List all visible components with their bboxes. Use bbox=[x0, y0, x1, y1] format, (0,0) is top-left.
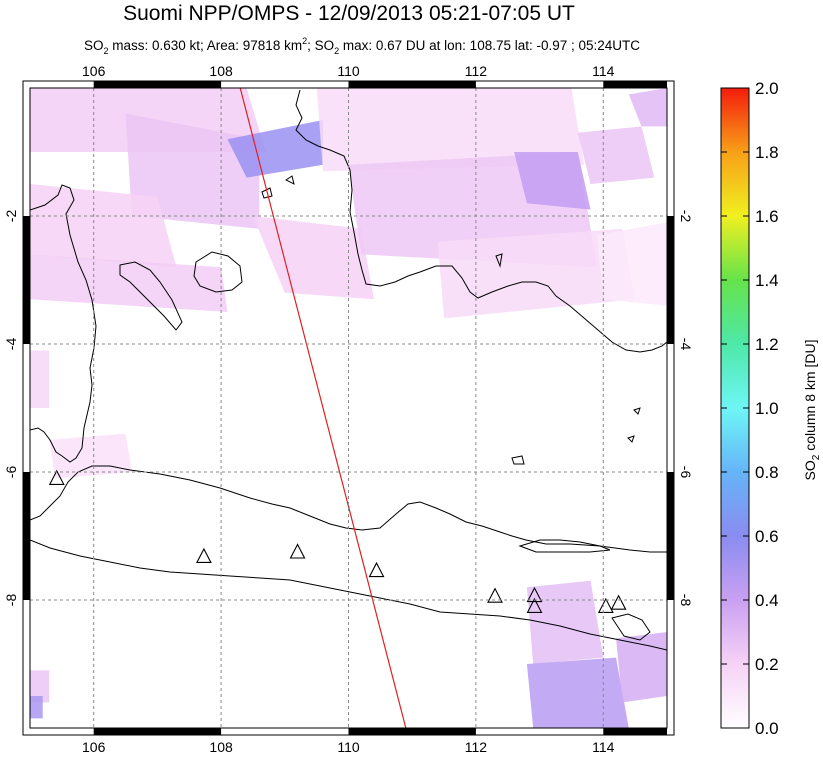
lat-tick-label-right: -2 bbox=[678, 210, 694, 223]
volcano-icon bbox=[597, 597, 614, 613]
colorbar-tick-label: 0.0 bbox=[755, 719, 779, 738]
lon-tick-label-bottom: 114 bbox=[592, 739, 615, 755]
volcano-icon bbox=[195, 547, 212, 564]
belitung-coastline bbox=[193, 251, 243, 293]
chart-subtitle: SO2 mass: 0.630 kt; Area: 97818 km2; SO2… bbox=[84, 36, 640, 56]
karimata-islands bbox=[261, 175, 295, 199]
colorbar-tick-label: 0.8 bbox=[755, 463, 779, 482]
bangka-coastline bbox=[119, 261, 183, 331]
java-coastline bbox=[30, 465, 667, 553]
volcano-icon bbox=[487, 587, 503, 603]
graticule bbox=[30, 88, 667, 728]
so2-pixel bbox=[30, 670, 50, 703]
colorbar-tick-label: 2.0 bbox=[755, 79, 779, 98]
frame-segment-left bbox=[23, 216, 30, 344]
frame-segment-bottom bbox=[93, 728, 222, 735]
lon-tick-label-top: 112 bbox=[465, 63, 488, 79]
lat-tick-label-right: -4 bbox=[678, 338, 694, 351]
colorbar-tick-label: 0.2 bbox=[755, 655, 779, 674]
colorbar-tick-label: 1.4 bbox=[755, 271, 779, 290]
colorbar-tick-label: 0.4 bbox=[755, 591, 779, 610]
frame-segment-left bbox=[23, 472, 30, 600]
chart-title: Suomi NPP/OMPS - 12/09/2013 05:21-07:05 … bbox=[123, 2, 575, 25]
frame-segment-bottom bbox=[603, 728, 667, 735]
colorbar-label-part: column 8 km [DU] bbox=[802, 340, 818, 455]
so2-pixel bbox=[30, 254, 228, 312]
so2-pixel bbox=[616, 632, 667, 703]
frame-segment-bottom bbox=[348, 728, 476, 735]
subtitle-subscript: 2 bbox=[334, 46, 339, 56]
lat-tick-label-right: -8 bbox=[678, 594, 694, 607]
so2-pixel bbox=[437, 228, 636, 319]
subtitle-part: mass: 0.630 kt; Area: 97818 km bbox=[108, 38, 302, 53]
coastlines bbox=[30, 89, 667, 651]
lat-tick-label-left: -2 bbox=[3, 210, 19, 223]
volcano-icon bbox=[48, 469, 65, 485]
java-south-coastline bbox=[30, 539, 667, 651]
lon-tick-label-top: 114 bbox=[592, 63, 615, 79]
lon-tick-label-top: 106 bbox=[82, 63, 106, 79]
colorbar-tick-label: 1.2 bbox=[755, 335, 779, 354]
colorbar-label-subscript: 2 bbox=[811, 454, 822, 460]
lon-tick-label-top: 108 bbox=[209, 63, 233, 79]
frame-segment-top bbox=[93, 81, 222, 88]
volcano-icon bbox=[526, 586, 543, 603]
small-islands bbox=[495, 253, 641, 465]
frame-segment-right bbox=[667, 472, 674, 600]
bali-coastline bbox=[611, 613, 651, 641]
so2-pixel bbox=[49, 433, 132, 479]
so2-pixel bbox=[125, 113, 260, 229]
frame-segment-right bbox=[667, 216, 674, 344]
volcano-icon bbox=[368, 561, 385, 578]
lon-tick-label-bottom: 112 bbox=[465, 739, 488, 755]
volcano-icon bbox=[289, 543, 306, 559]
subtitle-part: max: 0.67 DU at lon: 108.75 lat: -0.97 ;… bbox=[339, 38, 640, 53]
satellite-orbit-track bbox=[239, 88, 407, 728]
axis-tick-labels: 106 106 108 108 110 110 112 112 114 114 -2 -4 -6 -8 -2… bbox=[3, 63, 694, 755]
subtitle-part: ; SO bbox=[307, 38, 334, 53]
lat-tick-label-left: -4 bbox=[3, 338, 19, 351]
volcano-icon bbox=[526, 597, 543, 613]
so2-pixel bbox=[30, 350, 50, 408]
so2-pixel bbox=[227, 120, 323, 178]
lat-tick-label-right: -6 bbox=[678, 466, 694, 479]
lat-tick-label-left: -8 bbox=[3, 594, 19, 607]
frame-segment-top bbox=[348, 81, 476, 88]
subtitle-subscript: 2 bbox=[103, 46, 108, 56]
frame-segment-top bbox=[603, 81, 667, 88]
lon-tick-label-bottom: 108 bbox=[209, 739, 233, 755]
lat-tick-label-left: -6 bbox=[3, 466, 19, 479]
so2-pixel bbox=[596, 222, 667, 306]
colorbar-tick-label: 1.6 bbox=[755, 207, 779, 226]
madura-coastline bbox=[518, 539, 611, 553]
colorbar-label-part: SO bbox=[802, 460, 818, 480]
volcano-markers bbox=[48, 469, 627, 613]
borneo-coastline bbox=[295, 89, 667, 353]
so2-pixel bbox=[316, 88, 585, 172]
colorbar-tick-label: 1.0 bbox=[755, 399, 779, 418]
sumatra-coastline bbox=[30, 184, 97, 463]
lon-tick-label-bottom: 110 bbox=[337, 739, 360, 755]
so2-pixel bbox=[30, 184, 177, 268]
lon-tick-label-bottom: 106 bbox=[82, 739, 106, 755]
so2-pixel-layer bbox=[30, 88, 667, 728]
map-frame bbox=[22, 80, 675, 736]
so2-pixel bbox=[30, 696, 43, 719]
colorbar-tick-label: 0.6 bbox=[755, 527, 779, 546]
so2-pixel bbox=[526, 657, 629, 728]
so2-pixel bbox=[628, 88, 667, 127]
so2-pixel bbox=[514, 152, 591, 210]
volcano-icon bbox=[610, 594, 627, 610]
subtitle-part: SO bbox=[84, 38, 104, 53]
so2-pixel bbox=[526, 580, 604, 664]
so2-pixel bbox=[252, 216, 374, 300]
so2-pixel bbox=[577, 126, 655, 184]
colorbar-label: SO2 column 8 km [DU] bbox=[802, 340, 822, 481]
subtitle-superscript: 2 bbox=[302, 36, 307, 46]
colorbar-tick-label: 1.8 bbox=[755, 143, 779, 162]
colorbar-ticks: 2.0 1.8 1.6 1.4 1.2 1.0 0.8 0.6 0.4 0.2 0.0 bbox=[721, 79, 779, 738]
lon-tick-label-top: 110 bbox=[337, 63, 360, 79]
